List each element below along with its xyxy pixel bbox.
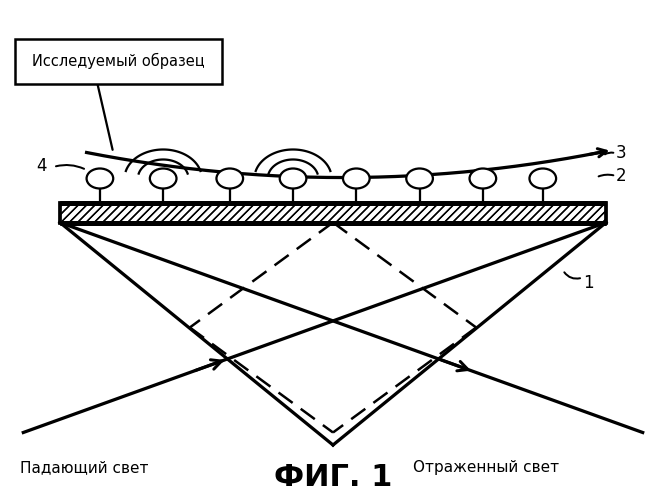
Circle shape bbox=[470, 168, 496, 188]
Text: Падающий свет: Падающий свет bbox=[20, 460, 149, 475]
Bar bbox=[60, 202, 606, 222]
Circle shape bbox=[216, 168, 243, 188]
Text: ФИГ. 1: ФИГ. 1 bbox=[274, 464, 392, 492]
Text: 4: 4 bbox=[37, 157, 47, 175]
Text: 2: 2 bbox=[616, 167, 627, 185]
Text: 1: 1 bbox=[583, 274, 593, 291]
Circle shape bbox=[343, 168, 370, 188]
FancyBboxPatch shape bbox=[15, 38, 222, 84]
Text: Исследуемый образец: Исследуемый образец bbox=[32, 53, 204, 70]
Bar bbox=[60, 202, 606, 222]
Circle shape bbox=[529, 168, 556, 188]
Bar bbox=[60, 202, 606, 222]
Circle shape bbox=[87, 168, 113, 188]
Text: Отраженный свет: Отраженный свет bbox=[413, 460, 559, 475]
Circle shape bbox=[406, 168, 433, 188]
Circle shape bbox=[280, 168, 306, 188]
Circle shape bbox=[150, 168, 176, 188]
Text: 3: 3 bbox=[616, 144, 627, 162]
Bar bbox=[60, 202, 606, 222]
